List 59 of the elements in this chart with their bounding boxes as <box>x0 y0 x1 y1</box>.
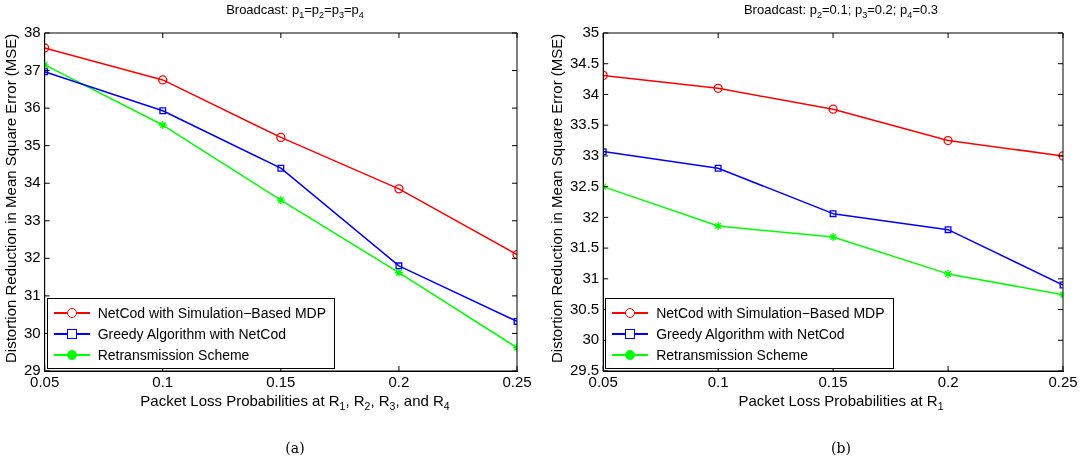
point <box>828 104 838 114</box>
point <box>395 262 403 270</box>
y-axis-title: Distortion Reduction in Mean Square Error (MSE) <box>548 32 566 365</box>
y-tick-label: 33.5 <box>569 115 600 133</box>
x-tick-label: 0.25 <box>1048 373 1078 391</box>
point <box>158 75 168 85</box>
point <box>828 232 838 242</box>
y-tick-label: 37 <box>24 60 41 78</box>
legend-label: NetCod with Simulation−Based MDP <box>97 304 327 321</box>
point <box>943 135 953 146</box>
point <box>829 210 837 218</box>
y-tick-label: 35 <box>24 135 41 153</box>
point <box>159 107 167 115</box>
y-tick-label: 33 <box>24 210 41 228</box>
x-tick-label: 0.1 <box>707 373 729 391</box>
y-tick-label: 32.5 <box>569 176 600 194</box>
y-tick-label: 31 <box>24 286 41 304</box>
y-tick-label: 32 <box>24 248 41 266</box>
y-tick-label: 34 <box>582 84 600 102</box>
y-axis-title: Distortion Reduction in Mean Square Error (MSE) <box>2 32 20 365</box>
text: (b) <box>830 440 852 456</box>
point <box>713 221 723 231</box>
point <box>714 164 722 172</box>
x-axis-title: Packet Loss Probabilities at R$_{1}$, R$_{2}$, R$_{3}$, and R$_{4}$ <box>139 392 451 412</box>
point <box>276 195 286 205</box>
y-tick-label: 31 <box>582 268 600 286</box>
x-tick-label: 0.15 <box>266 373 296 391</box>
point <box>713 83 723 93</box>
legend-label: Retransmission Scheme <box>656 346 808 363</box>
legend-label: Greedy Algorithm with NetCod <box>656 325 845 342</box>
legend-label: Retransmission Scheme <box>97 346 250 363</box>
y-tick-label: 33 <box>582 146 600 164</box>
y-tick-label: 30.5 <box>569 299 600 317</box>
point <box>394 184 404 194</box>
x-tick-label: 0.2 <box>388 373 410 391</box>
x-tick-label: 0.1 <box>152 373 174 391</box>
y-tick-label: 36 <box>24 98 41 116</box>
point <box>158 120 168 130</box>
y-tick-label: 34.5 <box>569 53 600 71</box>
chart-title: Broadcast: p$_{1}$=p$_{2}$=p$_{3}$=p$_{4}$ <box>225 2 365 20</box>
y-tick-label: 30 <box>24 323 41 341</box>
point <box>944 226 952 234</box>
legend-label: Greedy Algorithm with NetCod <box>97 325 286 342</box>
text: (a) <box>284 440 306 456</box>
y-tick-label: 32 <box>582 207 600 225</box>
x-axis-title: Packet Loss Probabilities at R$_{1}$ <box>737 392 945 412</box>
point <box>276 132 286 143</box>
y-tick-label: 35 <box>582 23 600 41</box>
y-tick-label: 30 <box>582 330 600 348</box>
point <box>943 269 953 279</box>
x-tick-label: 0.25 <box>502 373 532 391</box>
x-tick-label: 0.2 <box>937 373 959 391</box>
legend-label: NetCod with Simulation−Based MDP <box>656 304 885 321</box>
y-tick-label: 38 <box>24 23 41 41</box>
chart-title: Broadcast: p$_{2}$=0.1; p$_{3}$=0.2; p$_{4}$=0.3 <box>742 2 940 20</box>
point <box>277 164 285 172</box>
y-tick-label: 34 <box>24 173 41 191</box>
x-tick-label: 0.15 <box>818 373 848 391</box>
y-tick-label: 31.5 <box>569 238 600 256</box>
